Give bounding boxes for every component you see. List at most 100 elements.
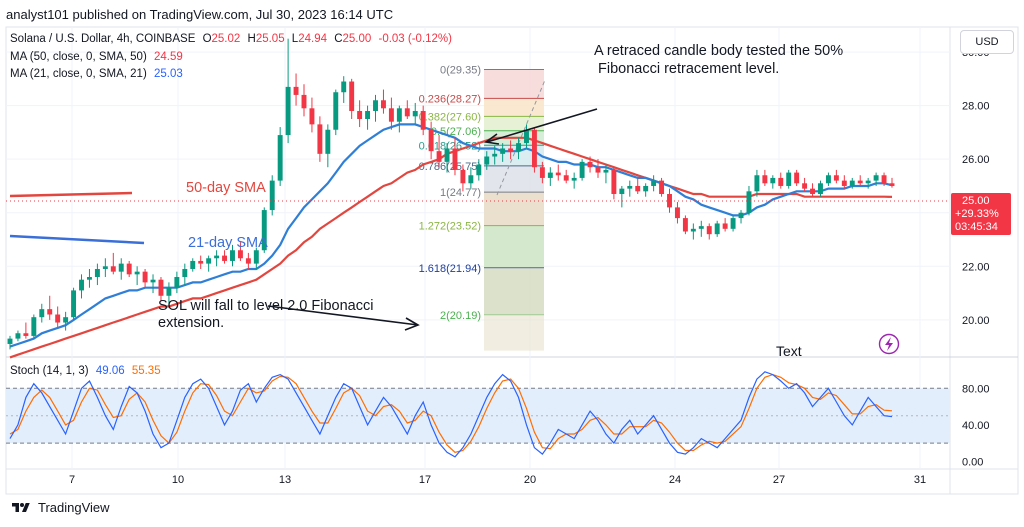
candle-down xyxy=(531,127,537,173)
fib-band xyxy=(484,69,544,99)
time-tick-label: 20 xyxy=(524,474,536,486)
fib-band xyxy=(484,116,544,131)
candle-down xyxy=(460,164,466,192)
candle-down xyxy=(889,177,895,188)
candle-body xyxy=(659,180,665,194)
candle-up xyxy=(412,102,418,125)
candle-up xyxy=(39,303,45,323)
ma50-legend[interactable]: MA (50, close, 0, SMA, 50) 24.59 xyxy=(10,51,183,63)
candle-body xyxy=(349,81,355,111)
lightning-icon[interactable] xyxy=(878,333,900,355)
candle-body xyxy=(63,317,69,323)
retracement-arrow[interactable] xyxy=(486,108,598,143)
fib-level-label: 0(29.35) xyxy=(440,64,481,76)
ohlc-high-label: H xyxy=(247,33,256,45)
candle-up xyxy=(571,172,577,189)
candle-down xyxy=(404,100,410,120)
extension-arrow[interactable] xyxy=(267,305,419,326)
candle-down xyxy=(659,177,665,197)
extension-note-line2[interactable]: extension. xyxy=(158,315,224,331)
candle-body xyxy=(810,188,816,194)
symbol-legend[interactable]: Solana / U.S. Dollar, 4h, COINBASE O25.0… xyxy=(10,33,452,45)
candle-up xyxy=(86,268,92,288)
candle-body xyxy=(222,255,228,261)
candle-up xyxy=(214,250,220,267)
tradingview-logo[interactable]: TradingView xyxy=(10,500,110,515)
text-mark[interactable]: Text xyxy=(776,343,802,359)
candle-body xyxy=(825,175,831,184)
sma50-annotation[interactable]: 50-day SMA xyxy=(186,180,266,196)
candle-body xyxy=(722,223,728,229)
fib-level-label: 1.272(23.52) xyxy=(419,221,481,233)
price-tick-label: 26.00 xyxy=(962,154,990,166)
candle-down xyxy=(667,188,672,213)
candle-down xyxy=(778,172,784,189)
candle-up xyxy=(94,263,100,286)
candle-body xyxy=(373,100,378,111)
candle-down xyxy=(293,73,299,106)
fib-level-label: 0.236(28.27) xyxy=(419,93,481,105)
candle-body xyxy=(627,185,633,189)
currency-button[interactable]: USD xyxy=(960,30,1014,54)
ma21-label: MA (21, close, 0, SMA, 21) xyxy=(10,68,147,80)
retracement-note-line1[interactable]: A retraced candle body tested the 50% xyxy=(594,43,843,59)
sma21-annotation[interactable]: 21-day SMA xyxy=(188,235,268,251)
tradingview-brand: TradingView xyxy=(38,500,110,515)
candle-up xyxy=(269,175,275,216)
candle-body xyxy=(182,268,188,278)
time-tick-label: 17 xyxy=(419,474,431,486)
candle-body xyxy=(55,314,61,323)
stoch-d-line xyxy=(9,373,893,453)
last-price-change: +29.33% xyxy=(955,208,999,220)
stochastic-pane[interactable] xyxy=(6,371,950,458)
candle-down xyxy=(539,161,545,184)
candle-body xyxy=(325,129,331,154)
candle-down xyxy=(428,121,434,160)
candle-body xyxy=(571,177,577,181)
stoch-tick-label: 0.00 xyxy=(962,456,983,468)
ma21-value: 25.03 xyxy=(153,68,183,80)
sma50-label-line xyxy=(9,191,133,198)
candle-up xyxy=(579,159,585,181)
candle-up xyxy=(818,180,823,197)
fib-level-label: 2(20.19) xyxy=(440,310,481,322)
candle-up xyxy=(325,124,331,168)
candle-down xyxy=(47,295,53,320)
fibonacci-extension-tool[interactable]: 0(29.35)0.236(28.27)0.382(27.60)0.5(27.0… xyxy=(419,64,546,351)
candle-down xyxy=(611,167,617,200)
candle-up xyxy=(714,220,720,237)
candle-up xyxy=(341,76,347,103)
extension-note-line1[interactable]: SOL will fall to level 2.0 Fibonacci xyxy=(158,298,373,314)
candle-down xyxy=(452,137,458,176)
stoch-k-line xyxy=(9,371,893,458)
candle-body xyxy=(730,218,736,229)
candle-up xyxy=(690,223,696,240)
candle-body xyxy=(579,161,585,178)
candle-down xyxy=(587,156,593,173)
candle-body xyxy=(563,175,569,181)
candle-body xyxy=(873,175,879,181)
candle-up xyxy=(174,271,180,294)
last-price-value: 25.00 xyxy=(962,195,990,207)
candle-body xyxy=(508,148,514,152)
candle-up xyxy=(444,143,450,173)
candle-body xyxy=(484,156,490,165)
ma21-legend[interactable]: MA (21, close, 0, SMA, 21) 25.03 xyxy=(10,68,183,80)
candle-down xyxy=(722,218,728,232)
candle-body xyxy=(889,183,895,186)
time-tick-label: 10 xyxy=(172,474,184,486)
price-tick-label: 28.00 xyxy=(962,101,990,113)
candle-body xyxy=(603,169,609,173)
candle-body xyxy=(142,271,148,283)
candle-body xyxy=(857,180,863,184)
symbol-name: Solana / U.S. Dollar, 4h, COINBASE xyxy=(10,33,196,45)
candle-up xyxy=(206,255,212,272)
candle-down xyxy=(317,116,323,162)
candle-body xyxy=(198,260,204,264)
candle-body xyxy=(468,175,474,184)
candle-up xyxy=(651,175,657,192)
retracement-note-line2[interactable]: Fibonacci retracement level. xyxy=(598,61,779,77)
stoch-legend[interactable]: Stoch (14, 1, 3) 49.06 55.35 xyxy=(10,365,161,377)
candle-up xyxy=(261,207,267,253)
